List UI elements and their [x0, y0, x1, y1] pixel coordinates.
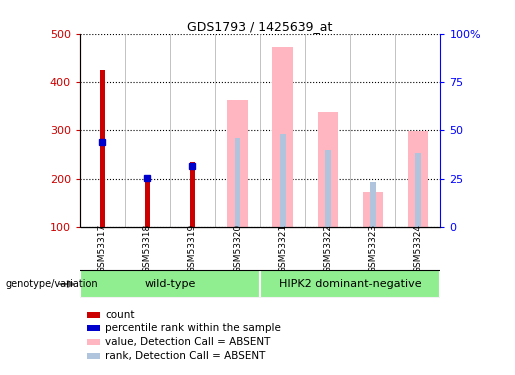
Bar	[415, 153, 421, 227]
Bar	[363, 192, 383, 227]
Bar	[100, 142, 105, 227]
Bar	[408, 131, 428, 227]
Text: GSM53324: GSM53324	[414, 224, 422, 273]
Text: percentile rank within the sample: percentile rank within the sample	[105, 323, 281, 333]
Bar	[272, 47, 293, 227]
Text: value, Detection Call = ABSENT: value, Detection Call = ABSENT	[105, 337, 270, 347]
Bar	[280, 134, 285, 227]
Bar	[370, 183, 375, 227]
Title: GDS1793 / 1425639_at: GDS1793 / 1425639_at	[187, 20, 333, 33]
Text: GSM53320: GSM53320	[233, 224, 242, 273]
Bar	[190, 162, 195, 227]
Bar	[190, 165, 195, 227]
Bar	[325, 150, 331, 227]
Bar	[100, 70, 105, 227]
Bar	[87, 353, 100, 359]
Text: GSM53317: GSM53317	[98, 224, 107, 273]
Text: wild-type: wild-type	[144, 279, 196, 289]
Text: GSM53318: GSM53318	[143, 224, 152, 273]
Bar	[87, 339, 100, 345]
Bar	[87, 326, 100, 332]
Bar	[318, 112, 338, 227]
Text: genotype/variation: genotype/variation	[5, 279, 98, 289]
Text: count: count	[105, 309, 134, 320]
Bar	[145, 189, 150, 227]
Text: HIPK2 dominant-negative: HIPK2 dominant-negative	[279, 279, 421, 289]
Text: GSM53322: GSM53322	[323, 224, 332, 273]
Bar	[87, 312, 100, 318]
Bar	[235, 138, 241, 227]
Bar	[260, 270, 440, 298]
Bar	[228, 100, 248, 227]
Text: GSM53323: GSM53323	[368, 224, 377, 273]
Text: GSM53319: GSM53319	[188, 224, 197, 273]
Text: GSM53321: GSM53321	[278, 224, 287, 273]
Bar	[145, 178, 150, 227]
Text: rank, Detection Call = ABSENT: rank, Detection Call = ABSENT	[105, 351, 265, 361]
Bar	[80, 270, 260, 298]
